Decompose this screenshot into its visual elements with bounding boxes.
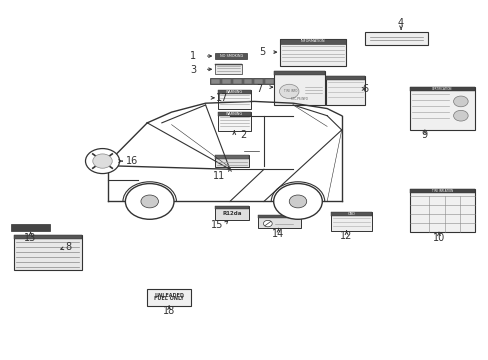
Bar — [211, 78, 220, 84]
Text: CERTIFICATION: CERTIFICATION — [431, 87, 452, 91]
Bar — [325, 76, 365, 105]
Text: 6: 6 — [362, 84, 368, 94]
Text: 4: 4 — [397, 18, 403, 28]
Bar — [215, 155, 249, 158]
Text: 15: 15 — [211, 220, 223, 230]
Text: 11: 11 — [212, 171, 224, 181]
Bar — [147, 289, 191, 306]
Text: TIRE INFO: TIRE INFO — [284, 89, 297, 93]
Text: FUEL ONLY: FUEL ONLY — [154, 296, 183, 301]
Bar — [330, 212, 372, 231]
Bar — [215, 64, 242, 65]
Bar — [11, 224, 50, 231]
Circle shape — [85, 149, 119, 174]
Text: 3: 3 — [190, 65, 196, 75]
Text: 16: 16 — [125, 156, 138, 166]
Text: 14: 14 — [272, 229, 284, 239]
Bar — [280, 39, 346, 66]
Bar — [409, 189, 474, 232]
Circle shape — [288, 195, 306, 208]
Text: NO SMOKING: NO SMOKING — [219, 54, 242, 58]
Text: R12da: R12da — [222, 211, 242, 216]
Bar — [217, 90, 250, 109]
Circle shape — [141, 195, 158, 208]
Text: 17: 17 — [215, 93, 227, 103]
Bar — [217, 112, 250, 116]
Bar — [215, 206, 249, 220]
Bar — [325, 76, 365, 80]
Bar — [409, 189, 474, 193]
Bar — [273, 71, 324, 75]
Text: 18: 18 — [163, 306, 175, 316]
Bar — [215, 155, 249, 167]
Text: 1: 1 — [190, 51, 196, 61]
Text: TIRE INFLATION: TIRE INFLATION — [431, 189, 452, 193]
Circle shape — [125, 184, 174, 219]
Bar — [330, 212, 372, 216]
Bar — [215, 53, 246, 59]
Text: WARNING: WARNING — [225, 112, 243, 116]
Bar — [210, 78, 278, 84]
Text: 2: 2 — [240, 130, 245, 140]
Text: 8: 8 — [65, 242, 71, 252]
Text: INFORMATION: INFORMATION — [300, 39, 325, 44]
Text: 9: 9 — [421, 130, 427, 140]
Text: OBD: OBD — [347, 212, 355, 216]
Bar — [217, 112, 250, 131]
Bar — [257, 215, 301, 228]
Bar — [254, 78, 263, 84]
Bar — [222, 78, 230, 84]
Circle shape — [263, 220, 272, 227]
Bar — [14, 235, 81, 270]
Text: 12: 12 — [340, 231, 352, 242]
Bar — [264, 78, 273, 84]
Bar — [217, 90, 250, 94]
Bar — [215, 64, 242, 74]
Bar — [280, 39, 346, 44]
Bar — [243, 78, 252, 84]
Bar — [14, 235, 81, 239]
Circle shape — [273, 184, 322, 219]
Bar — [215, 206, 249, 209]
Bar — [365, 32, 427, 45]
Circle shape — [93, 154, 112, 168]
Text: 13: 13 — [24, 233, 37, 243]
Bar — [409, 87, 474, 91]
Text: 10: 10 — [432, 233, 444, 243]
Circle shape — [279, 84, 298, 99]
Circle shape — [453, 96, 467, 107]
Bar — [273, 71, 324, 105]
Bar — [232, 78, 241, 84]
Circle shape — [453, 111, 467, 121]
Text: SYC-PS INFO: SYC-PS INFO — [290, 96, 307, 100]
Text: WARNING: WARNING — [225, 90, 243, 94]
Text: UNLEADED: UNLEADED — [154, 293, 183, 298]
Text: 5: 5 — [258, 47, 264, 57]
Bar — [409, 87, 474, 130]
Text: 7: 7 — [256, 84, 262, 94]
Bar — [257, 215, 301, 218]
